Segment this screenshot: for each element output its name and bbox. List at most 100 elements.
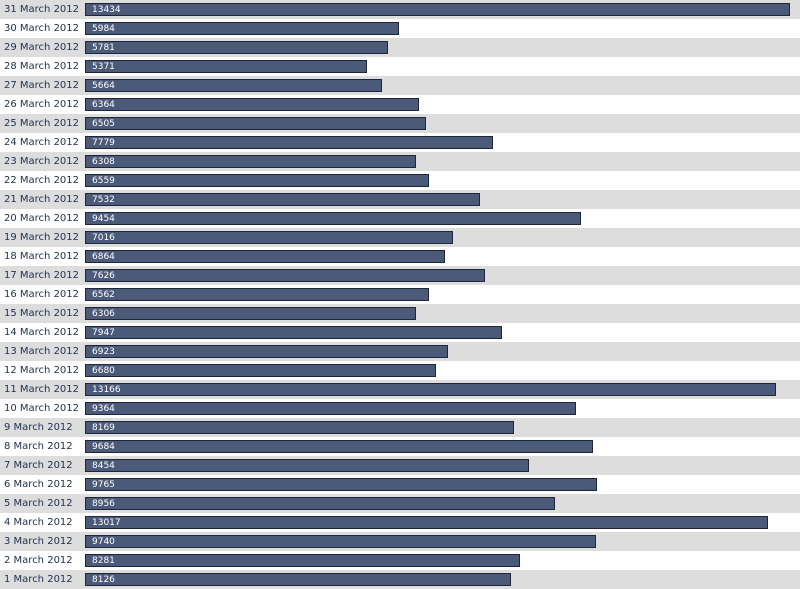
data-label: 5664 [92,81,115,91]
category-label: 26 March 2012 [4,99,80,110]
data-label: 6559 [92,176,115,186]
bar: 7779 [85,136,493,149]
data-label: 7947 [92,328,115,338]
data-label: 6562 [92,290,115,300]
chart-row: 9 March 2012 8169 [0,418,800,437]
data-label: 9454 [92,214,115,224]
chart-row: 7 March 2012 8454 [0,456,800,475]
category-label: 3 March 2012 [4,536,73,547]
bar: 6864 [85,250,445,263]
data-label: 5371 [92,62,115,72]
data-label: 9740 [92,537,115,547]
bar: 9740 [85,535,596,548]
category-label: 20 March 2012 [4,213,80,224]
bar: 9765 [85,478,597,491]
chart-row: 22 March 2012 6559 [0,171,800,190]
chart-row: 21 March 2012 7532 [0,190,800,209]
data-label: 8956 [92,499,115,509]
category-label: 7 March 2012 [4,460,73,471]
bar: 6505 [85,117,426,130]
category-label: 11 March 2012 [4,384,80,395]
bar: 8126 [85,573,511,586]
chart-row: 26 March 2012 6364 [0,95,800,114]
data-label: 6308 [92,157,115,167]
chart-row: 20 March 2012 9454 [0,209,800,228]
chart-row: 16 March 2012 6562 [0,285,800,304]
bar: 9684 [85,440,593,453]
data-label: 8126 [92,575,115,585]
data-label: 6364 [92,100,115,110]
chart-row: 2 March 2012 8281 [0,551,800,570]
chart-row: 17 March 2012 7626 [0,266,800,285]
data-label: 8281 [92,556,115,566]
bar: 5664 [85,79,382,92]
chart-row: 24 March 2012 7779 [0,133,800,152]
category-label: 23 March 2012 [4,156,80,167]
data-label: 5781 [92,43,115,53]
bar: 6364 [85,98,419,111]
bar: 6923 [85,345,448,358]
chart-row: 3 March 2012 9740 [0,532,800,551]
bar: 8956 [85,497,555,510]
data-label: 13166 [92,385,121,395]
chart-row: 31 March 2012 13434 [0,0,800,19]
category-label: 21 March 2012 [4,194,80,205]
data-label: 9364 [92,404,115,414]
chart-row: 28 March 2012 5371 [0,57,800,76]
bar: 8169 [85,421,514,434]
category-label: 12 March 2012 [4,365,80,376]
chart-row: 11 March 2012 13166 [0,380,800,399]
category-label: 28 March 2012 [4,61,80,72]
bar: 6559 [85,174,429,187]
category-label: 14 March 2012 [4,327,80,338]
data-label: 8169 [92,423,115,433]
category-label: 6 March 2012 [4,479,73,490]
category-label: 1 March 2012 [4,574,73,585]
category-label: 13 March 2012 [4,346,80,357]
data-label: 7016 [92,233,115,243]
data-label: 9684 [92,442,115,452]
category-label: 2 March 2012 [4,555,73,566]
bar: 6562 [85,288,429,301]
chart-row: 23 March 2012 6308 [0,152,800,171]
data-label: 7779 [92,138,115,148]
bar: 6306 [85,307,416,320]
chart-row: 14 March 2012 7947 [0,323,800,342]
category-label: 16 March 2012 [4,289,80,300]
bar: 6680 [85,364,436,377]
category-label: 22 March 2012 [4,175,80,186]
chart-row: 27 March 2012 5664 [0,76,800,95]
data-label: 13434 [92,5,121,15]
data-label: 5984 [92,24,115,34]
bar: 13017 [85,516,768,529]
category-label: 29 March 2012 [4,42,80,53]
data-label: 6680 [92,366,115,376]
bar: 7947 [85,326,502,339]
chart-row: 10 March 2012 9364 [0,399,800,418]
chart-row: 4 March 2012 13017 [0,513,800,532]
category-label: 10 March 2012 [4,403,80,414]
chart-row: 12 March 2012 6680 [0,361,800,380]
category-label: 30 March 2012 [4,23,80,34]
category-label: 25 March 2012 [4,118,80,129]
bar: 8454 [85,459,529,472]
bar: 7016 [85,231,453,244]
bar: 6308 [85,155,416,168]
bar: 5371 [85,60,367,73]
data-label: 6505 [92,119,115,129]
chart-row: 25 March 2012 6505 [0,114,800,133]
bar: 7532 [85,193,480,206]
category-label: 5 March 2012 [4,498,73,509]
category-label: 19 March 2012 [4,232,80,243]
bar: 13434 [85,3,790,16]
bar: 9364 [85,402,576,415]
data-label: 8454 [92,461,115,471]
category-label: 31 March 2012 [4,4,80,15]
data-label: 7626 [92,271,115,281]
data-label: 7532 [92,195,115,205]
category-label: 9 March 2012 [4,422,73,433]
chart-row: 6 March 2012 9765 [0,475,800,494]
data-label: 13017 [92,518,121,528]
bar: 13166 [85,383,776,396]
chart-row: 13 March 2012 6923 [0,342,800,361]
